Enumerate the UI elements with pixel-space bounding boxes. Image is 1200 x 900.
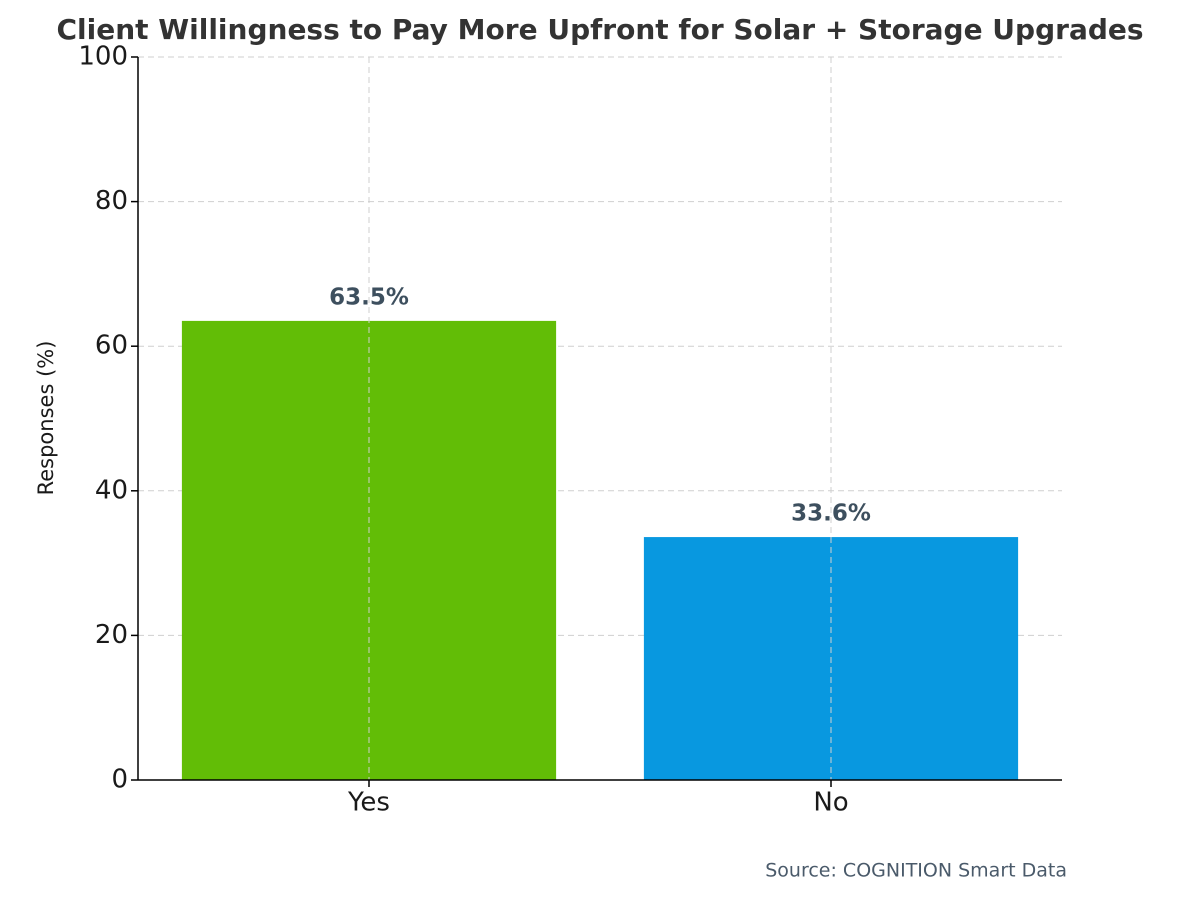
y-tick-label: 40 — [95, 475, 128, 505]
source-note: Source: COGNITION Smart Data — [765, 860, 1067, 882]
x-tick-label: Yes — [347, 788, 390, 818]
y-tick-label: 60 — [95, 331, 128, 361]
y-tick-label: 20 — [95, 620, 128, 650]
x-tick-label: No — [813, 788, 848, 818]
chart-title: Client Willingness to Pay More Upfront f… — [56, 13, 1143, 46]
y-tick-label: 0 — [111, 765, 128, 795]
y-tick-label: 100 — [78, 42, 128, 72]
y-axis-label: Responses (%) — [34, 341, 58, 496]
y-tick-label: 80 — [95, 186, 128, 216]
